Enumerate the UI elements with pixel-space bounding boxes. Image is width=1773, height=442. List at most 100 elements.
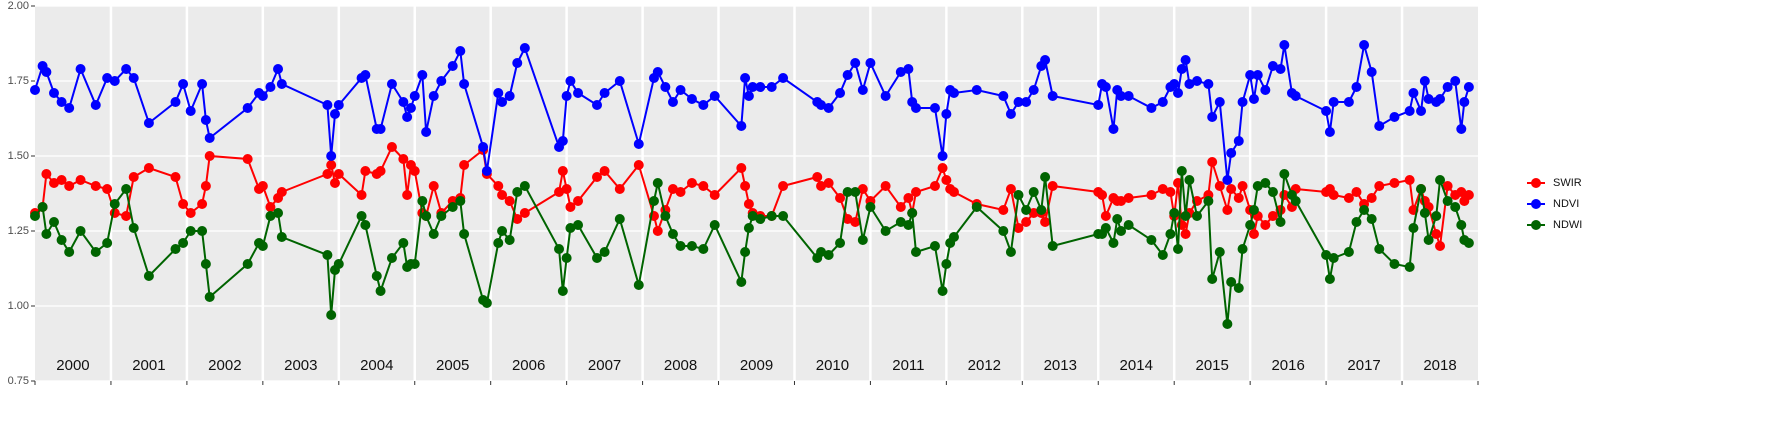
year-label: 2017 bbox=[1347, 357, 1380, 374]
year-label: 2016 bbox=[1271, 357, 1304, 374]
point bbox=[1173, 244, 1184, 254]
point bbox=[1423, 94, 1434, 104]
point bbox=[1028, 208, 1039, 218]
point bbox=[565, 223, 576, 233]
point bbox=[375, 286, 386, 296]
point bbox=[565, 76, 576, 86]
point bbox=[1116, 91, 1127, 101]
point bbox=[652, 67, 663, 77]
year-label: 2013 bbox=[1044, 357, 1077, 374]
point bbox=[447, 202, 458, 212]
point bbox=[37, 202, 48, 212]
point bbox=[557, 286, 568, 296]
point bbox=[1324, 274, 1335, 284]
point bbox=[747, 211, 758, 221]
point bbox=[1374, 181, 1385, 191]
point bbox=[1226, 184, 1237, 194]
point bbox=[948, 187, 959, 197]
legend-marker bbox=[1531, 199, 1541, 209]
point bbox=[75, 175, 86, 185]
point bbox=[1169, 79, 1180, 89]
point bbox=[519, 208, 530, 218]
point bbox=[455, 46, 466, 56]
point bbox=[1222, 205, 1233, 215]
point bbox=[937, 286, 948, 296]
point bbox=[409, 166, 420, 176]
point bbox=[1207, 112, 1218, 122]
point bbox=[75, 64, 86, 74]
point bbox=[686, 178, 697, 188]
point bbox=[1005, 247, 1016, 257]
year-label: 2004 bbox=[360, 357, 393, 374]
point bbox=[41, 67, 52, 77]
point bbox=[322, 100, 333, 110]
point bbox=[895, 67, 906, 77]
point bbox=[1328, 190, 1339, 200]
point bbox=[573, 196, 584, 206]
point bbox=[30, 85, 40, 95]
point bbox=[109, 208, 120, 218]
point bbox=[197, 199, 208, 209]
point bbox=[402, 112, 413, 122]
legend-label: SWIR bbox=[1553, 177, 1582, 189]
point bbox=[1036, 205, 1047, 215]
point bbox=[1176, 166, 1187, 176]
panel bbox=[35, 6, 1478, 381]
point bbox=[1343, 247, 1354, 257]
point bbox=[599, 166, 610, 176]
point bbox=[1146, 103, 1157, 113]
point bbox=[1279, 40, 1290, 50]
point bbox=[1028, 85, 1039, 95]
point bbox=[1343, 193, 1354, 203]
point bbox=[1366, 67, 1377, 77]
point bbox=[48, 88, 59, 98]
point bbox=[1321, 106, 1332, 116]
point bbox=[1408, 223, 1419, 233]
point bbox=[273, 208, 284, 218]
point bbox=[1146, 190, 1157, 200]
point bbox=[1252, 70, 1263, 80]
point bbox=[743, 91, 754, 101]
point bbox=[1100, 82, 1111, 92]
point bbox=[333, 169, 344, 179]
point bbox=[512, 214, 523, 224]
point bbox=[633, 139, 644, 149]
point bbox=[197, 226, 208, 236]
point bbox=[1245, 70, 1256, 80]
point bbox=[850, 187, 861, 197]
point bbox=[428, 229, 439, 239]
point bbox=[504, 235, 515, 245]
point bbox=[573, 88, 584, 98]
point bbox=[633, 280, 644, 290]
point bbox=[121, 211, 132, 221]
point bbox=[398, 238, 409, 248]
point bbox=[1176, 64, 1187, 74]
point bbox=[1435, 241, 1446, 251]
point bbox=[102, 238, 113, 248]
point bbox=[1093, 100, 1104, 110]
point bbox=[1456, 124, 1467, 134]
point bbox=[778, 181, 789, 191]
point bbox=[143, 118, 154, 128]
point bbox=[998, 205, 1009, 215]
point bbox=[850, 58, 861, 68]
point bbox=[1233, 283, 1244, 293]
point bbox=[1328, 97, 1339, 107]
y-tick-label: 1.25 bbox=[8, 225, 29, 237]
point bbox=[333, 100, 344, 110]
point bbox=[675, 241, 686, 251]
point bbox=[1442, 181, 1453, 191]
point bbox=[109, 199, 120, 209]
point bbox=[937, 151, 948, 161]
point bbox=[121, 184, 132, 194]
point bbox=[743, 199, 754, 209]
point bbox=[75, 226, 86, 236]
point bbox=[1116, 196, 1127, 206]
point bbox=[660, 211, 671, 221]
year-label: 2011 bbox=[892, 357, 924, 374]
point bbox=[698, 100, 709, 110]
point bbox=[30, 211, 40, 221]
point bbox=[948, 232, 959, 242]
y-tick-label: 1.50 bbox=[8, 150, 29, 162]
point bbox=[41, 229, 52, 239]
